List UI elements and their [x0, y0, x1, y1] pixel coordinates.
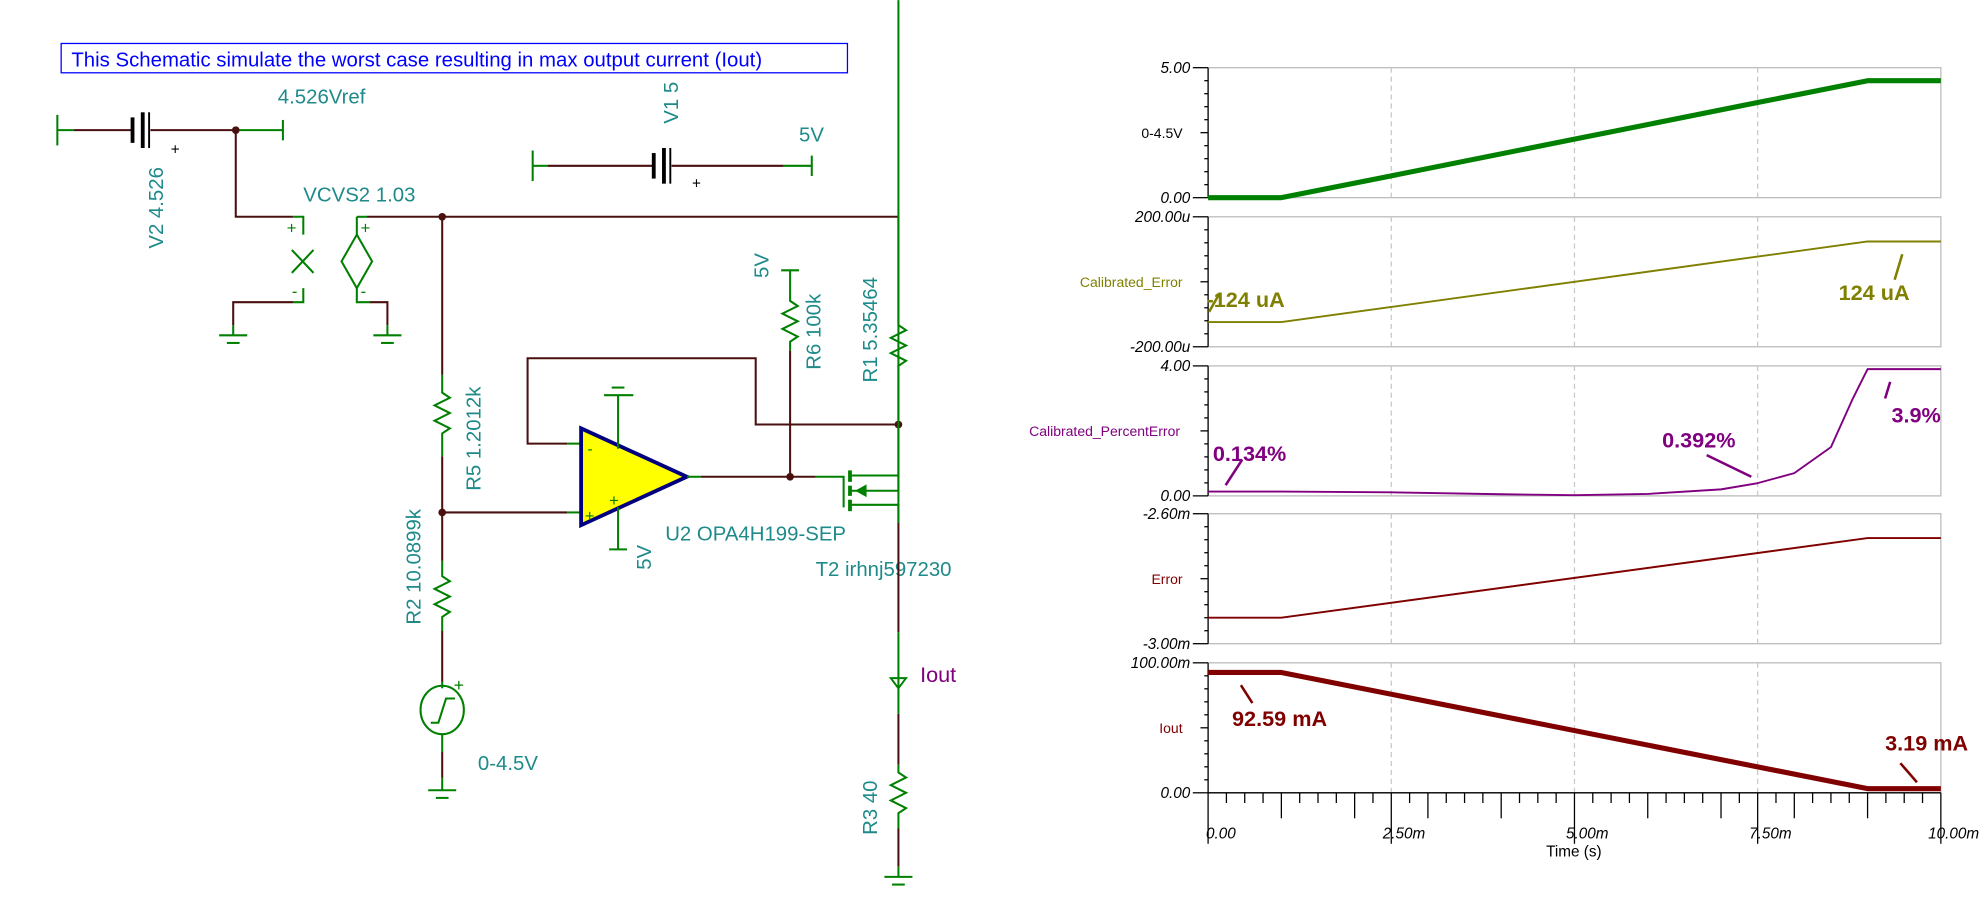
annotation-leader: [1893, 253, 1904, 281]
plus-sign: +: [171, 141, 180, 158]
vref-net-label: 4.526Vref: [278, 86, 366, 108]
schematic: This Schematic simulate the worst case r…: [56, 0, 956, 886]
resistor-r3[interactable]: [888, 764, 909, 829]
annotation-leader: [1883, 381, 1892, 399]
x-axis-label: Time (s): [1546, 844, 1601, 861]
plus-sign: +: [287, 218, 297, 237]
plus-sign: +: [585, 506, 595, 525]
y-tick-label: 0.00: [1161, 190, 1191, 207]
x-tick-label: 5.00m: [1566, 826, 1609, 843]
v1-label: V1 5: [661, 82, 683, 124]
source-label: 0-4.5V: [478, 753, 538, 775]
annotation-label: 3.19 mA: [1885, 730, 1968, 755]
opamp-u2[interactable]: - + +: [579, 386, 692, 551]
y-tick-label: 4.00: [1161, 358, 1191, 375]
y-tick-label: 0.00: [1161, 488, 1191, 505]
series-name-error: Error: [1151, 571, 1182, 587]
x-tick-label: 7.50m: [1749, 826, 1792, 843]
r3-label: R3 40: [860, 780, 882, 834]
ramp-voltage-source[interactable]: +: [419, 675, 465, 753]
minus-sign: -: [361, 282, 367, 301]
wire: [367, 215, 900, 306]
r6-net-label: 5V: [751, 253, 773, 278]
annotation-leader: [1239, 684, 1254, 704]
annotation-leader: [1224, 458, 1244, 486]
ground-icon: [373, 325, 402, 344]
vcvs-label: VCVS2 1.03: [303, 185, 415, 207]
resistor-r6[interactable]: [780, 269, 801, 351]
resistor-r1[interactable]: [888, 305, 909, 383]
series-line-error[interactable]: [1208, 537, 1941, 619]
battery-v1[interactable]: +: [531, 147, 813, 193]
annotation-label: 92.59 mA: [1232, 706, 1327, 731]
y-tick-label: 5.00: [1161, 60, 1191, 77]
series-name-calibrated_percenterror: Calibrated_PercentError: [1029, 423, 1180, 439]
x-tick-label: 10.00m: [1928, 826, 1979, 843]
series-line-calibrated_percenterror[interactable]: [1208, 368, 1941, 497]
v1-net-label: 5V: [799, 125, 824, 147]
opamp-supply-label: 5V: [634, 544, 656, 569]
y-tick-label: 100.00m: [1131, 655, 1191, 672]
annotation-leader: [1706, 453, 1752, 478]
junction: [786, 472, 794, 481]
v2-label: V2 4.526: [146, 167, 168, 249]
minus-sign: -: [292, 282, 298, 301]
annotation-label: 0.134%: [1213, 441, 1286, 466]
plus-sign: +: [609, 491, 619, 510]
opamp-label: U2 OPA4H199-SEP: [665, 523, 846, 545]
annotation-label: -124 uA: [1206, 287, 1285, 312]
title-box[interactable]: [60, 42, 849, 74]
y-tick-label: -2.60m: [1143, 506, 1191, 523]
ground-icon: [428, 777, 457, 799]
x-tick-label: 0.00: [1206, 826, 1236, 843]
fet-label: T2 irhnj597230: [816, 559, 952, 581]
r5-label: R5 1.2012k: [463, 386, 485, 491]
ground-icon: [884, 866, 913, 886]
iout-probe-label: Iout: [920, 662, 956, 687]
annotation-leader: [1207, 293, 1221, 313]
annotation-leader: [1899, 762, 1918, 784]
ground-icon: [219, 325, 248, 344]
annotation-label: 3.9%: [1891, 403, 1940, 428]
x-tick-label: 2.50m: [1382, 826, 1426, 843]
y-tick-label: 200.00u: [1134, 209, 1191, 226]
y-tick-label: -3.00m: [1143, 636, 1191, 653]
current-probe-arrow[interactable]: [888, 632, 908, 714]
annotation-label: 124 uA: [1839, 280, 1910, 305]
series-line-iout[interactable]: [1208, 669, 1941, 792]
resistor-r2[interactable]: [432, 560, 453, 631]
plus-sign: +: [361, 218, 371, 237]
vcvs-source[interactable]: + + - -: [232, 130, 389, 326]
battery-v2[interactable]: +: [56, 112, 284, 158]
transient-chart: 5.00 0.00 0-4.5V 200.00u -200.00u Calibrated_…: [1029, 60, 1979, 844]
plus-sign: +: [692, 176, 701, 193]
r2-label: R2 10.0899k: [404, 508, 426, 624]
resistor-r5[interactable]: [432, 374, 453, 457]
plus-sign: +: [454, 675, 464, 695]
y-tick-label: 0.00: [1161, 785, 1191, 802]
annotation-label: 0.392%: [1662, 427, 1735, 452]
series-name-iout: Iout: [1159, 720, 1182, 736]
series-name-calibrated_error: Calibrated_Error: [1080, 274, 1183, 290]
r6-label: R6 100k: [804, 293, 826, 370]
series-name-0-4.5v: 0-4.5V: [1141, 125, 1183, 141]
feedback-wire: [526, 357, 899, 445]
series-line-0-4.5v[interactable]: [1208, 78, 1941, 201]
schematic-title: This Schematic simulate the worst case r…: [71, 49, 762, 71]
mosfet-t2[interactable]: [815, 439, 900, 523]
series-line-calibrated_error[interactable]: [1208, 240, 1941, 324]
y-tick-label: -200.00u: [1130, 339, 1191, 356]
r1-label: R1 5.35464: [860, 277, 882, 382]
minus-sign: -: [587, 441, 592, 458]
